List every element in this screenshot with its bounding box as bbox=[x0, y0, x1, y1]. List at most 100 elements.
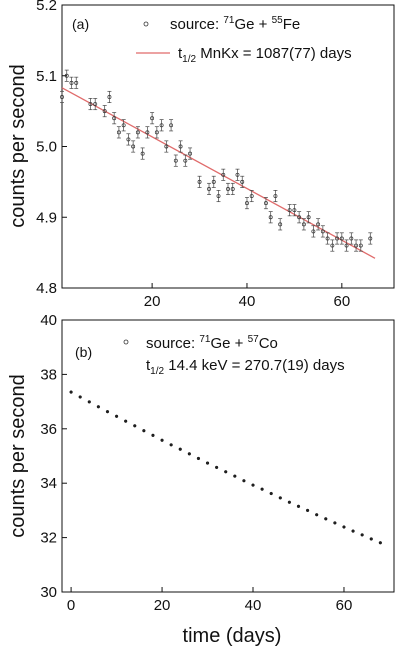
data-point bbox=[342, 525, 346, 529]
data-point bbox=[251, 483, 255, 487]
data-point bbox=[114, 414, 119, 418]
data-point bbox=[145, 130, 150, 135]
data-point bbox=[169, 123, 174, 128]
data-point bbox=[292, 208, 297, 213]
panel-b-frame bbox=[61, 319, 395, 593]
data-point bbox=[249, 194, 254, 198]
legend-label-source: source: 71Ge + 55Fe bbox=[170, 15, 300, 33]
data-point bbox=[297, 215, 302, 220]
data-point bbox=[164, 144, 169, 149]
data-point bbox=[159, 123, 164, 128]
x-tick-label: 60 bbox=[333, 293, 350, 310]
data-point bbox=[69, 390, 73, 394]
data-point bbox=[235, 172, 240, 177]
legend-label-source: source: 71Ge + 57Co bbox=[146, 334, 278, 352]
data-point bbox=[74, 80, 79, 85]
data-point bbox=[305, 508, 310, 512]
y-axis-title: counts per second bbox=[7, 374, 29, 537]
data-point bbox=[87, 400, 91, 404]
data-point bbox=[269, 491, 273, 496]
data-point bbox=[196, 456, 201, 461]
data-point bbox=[301, 222, 306, 227]
data-points-layer bbox=[69, 390, 382, 545]
data-point bbox=[124, 419, 128, 423]
legend: source: 71Ge + 55Fe t1/2 MnKx = 1087(77)… bbox=[136, 15, 352, 65]
data-point bbox=[311, 229, 316, 234]
y-axis-title: counts per second bbox=[7, 64, 29, 227]
data-point bbox=[287, 208, 292, 213]
legend-label-halflife: t1/2 14.4 keV = 270.7(19) days bbox=[146, 357, 345, 377]
data-point bbox=[78, 395, 82, 399]
panel-b: 30 32 34 36 38 40 0 20 40 60 (b) counts per seco… bbox=[7, 312, 395, 647]
data-point bbox=[116, 130, 121, 135]
data-point bbox=[240, 179, 245, 184]
data-point bbox=[335, 236, 340, 241]
x-ticks: 20 40 60 bbox=[144, 283, 350, 310]
data-point bbox=[278, 496, 282, 500]
data-point bbox=[260, 487, 264, 491]
data-point bbox=[151, 433, 155, 437]
data-point bbox=[93, 102, 98, 107]
x-tick-label: 60 bbox=[336, 597, 353, 614]
data-point bbox=[121, 123, 126, 128]
data-point bbox=[325, 236, 330, 241]
data-point bbox=[351, 529, 355, 533]
y-tick-label: 32 bbox=[40, 530, 57, 547]
data-point bbox=[226, 186, 230, 191]
data-point bbox=[205, 461, 210, 465]
data-point bbox=[296, 504, 301, 508]
y-tick-label: 5.0 bbox=[36, 139, 57, 156]
panel-a: 4.8 4.9 5.0 5.1 5.2 20 40 60 (a) counts per se… bbox=[7, 0, 395, 310]
data-point bbox=[112, 116, 117, 121]
data-point bbox=[107, 95, 112, 99]
data-point bbox=[315, 513, 319, 517]
data-point bbox=[178, 447, 182, 451]
data-point bbox=[287, 500, 291, 504]
data-point bbox=[245, 201, 249, 206]
data-point bbox=[306, 215, 311, 220]
data-point bbox=[242, 479, 246, 483]
data-point bbox=[368, 236, 373, 241]
data-point bbox=[96, 405, 100, 409]
y-tick-label: 34 bbox=[40, 475, 57, 492]
y-tick-label: 5.2 bbox=[36, 0, 57, 14]
data-point bbox=[320, 229, 325, 234]
data-point bbox=[160, 438, 164, 442]
data-point bbox=[278, 222, 283, 227]
data-point bbox=[135, 130, 140, 135]
data-point bbox=[230, 186, 235, 191]
data-point bbox=[140, 151, 145, 156]
y-tick-label: 4.9 bbox=[36, 209, 57, 226]
data-point bbox=[69, 80, 74, 85]
data-point bbox=[233, 474, 237, 478]
x-ticks: 0 20 40 60 bbox=[67, 587, 352, 614]
data-point bbox=[60, 95, 64, 99]
legend-marker bbox=[143, 21, 149, 27]
x-axis-title: time (days) bbox=[183, 625, 282, 647]
data-point bbox=[378, 541, 382, 545]
data-point bbox=[360, 533, 364, 537]
legend: source: 71Ge + 57Co t1/2 14.4 keV = 270.… bbox=[123, 334, 345, 377]
data-point bbox=[216, 194, 221, 198]
legend-label-fit: t1/2 MnKx = 1087(77) days bbox=[178, 45, 352, 65]
data-point bbox=[154, 130, 159, 135]
y-tick-label: 40 bbox=[40, 312, 57, 329]
data-point bbox=[333, 521, 337, 525]
data-point bbox=[344, 243, 349, 248]
y-tick-label: 38 bbox=[40, 366, 57, 383]
y-tick-label: 36 bbox=[40, 421, 57, 438]
data-point bbox=[102, 109, 107, 114]
x-tick-label: 20 bbox=[144, 293, 161, 310]
data-point bbox=[183, 158, 188, 163]
data-point bbox=[197, 179, 202, 184]
data-point bbox=[330, 243, 335, 248]
legend-marker bbox=[123, 339, 129, 345]
y-ticks: 30 32 34 36 38 40 bbox=[40, 312, 67, 601]
data-point bbox=[150, 116, 155, 121]
data-point bbox=[207, 186, 211, 191]
y-tick-label: 30 bbox=[40, 584, 57, 601]
data-point bbox=[268, 215, 273, 220]
data-point bbox=[131, 144, 136, 149]
data-point bbox=[221, 172, 226, 177]
panel-label: (b) bbox=[75, 344, 92, 360]
